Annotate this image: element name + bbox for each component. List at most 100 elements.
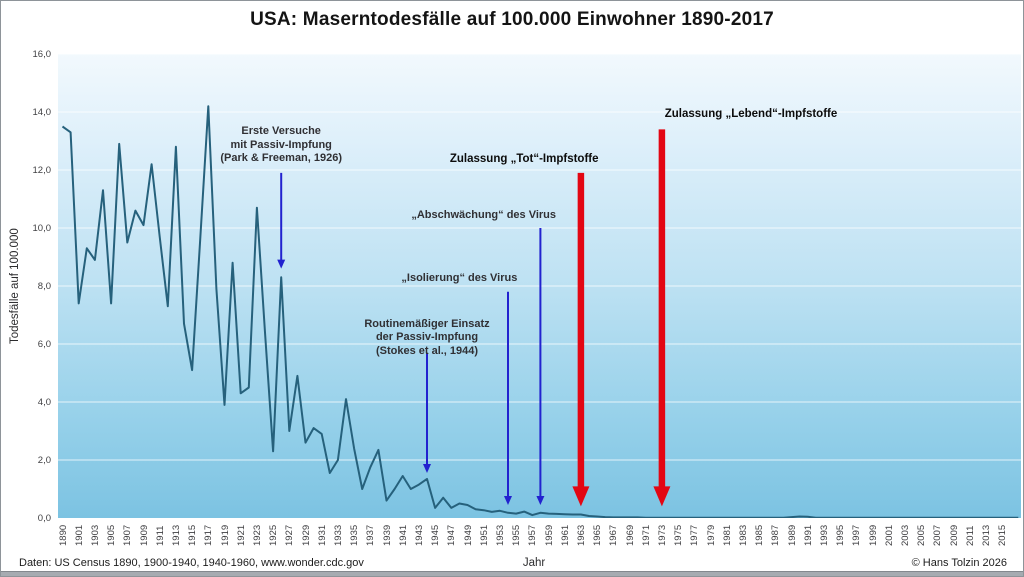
annotation-arrows: [277, 129, 671, 507]
x-tick-label: 1949: [462, 524, 474, 546]
x-tick-label: 1967: [608, 524, 620, 546]
arrow-passiv-impfung-1926: [277, 172, 286, 269]
x-tick-label: 1969: [624, 524, 636, 546]
annotation-abschwaechung-des-virus: „Abschwächung“ des Virus: [411, 209, 556, 223]
x-tick-label: 1915: [187, 524, 199, 546]
x-tick-label: 2015: [997, 524, 1009, 546]
y-tick-label: 12,0: [32, 165, 52, 176]
y-tick-label: 10,0: [32, 223, 52, 234]
copyright-note: © Hans Tolzin 2026: [911, 557, 1007, 569]
x-tick-label: 1961: [559, 524, 571, 546]
annotation-zulassung-lebend-impfstoffe: Zulassung „Lebend“-Impfstoffe: [665, 108, 838, 122]
window-bottom-edge: [1, 571, 1023, 576]
arrow-zulassung-lebend-impfstoffe: [653, 129, 671, 507]
y-tick-label: 14,0: [32, 107, 52, 118]
x-tick-label: 1911: [154, 525, 166, 546]
x-tick-label: 1999: [867, 524, 879, 546]
x-tick-label: 1913: [170, 524, 182, 546]
x-tick-label: 1985: [754, 524, 766, 546]
x-tick-label: 1923: [251, 524, 263, 546]
x-tick-label: 1939: [381, 524, 393, 546]
x-tick-label: 1965: [592, 524, 604, 546]
x-tick-label: 1945: [430, 524, 442, 546]
y-tick-label: 8,0: [37, 281, 51, 292]
measles-death-rate-line: [61, 105, 1019, 518]
x-tick-label: 1979: [705, 524, 717, 546]
x-tick-label: 1943: [413, 524, 425, 546]
x-tick-label: 2003: [899, 524, 911, 546]
x-tick-label: 1991: [802, 524, 814, 546]
chart-canvas: [58, 54, 1021, 518]
x-tick-label: 2011: [964, 525, 976, 546]
x-tick-label: 1909: [138, 524, 150, 546]
x-tick-label: 1959: [543, 524, 555, 546]
annotation-line: „Abschwächung“ des Virus: [411, 209, 557, 222]
x-tick-label: 1987: [770, 524, 782, 546]
x-tick-label: 2001: [883, 524, 895, 546]
annotation-line: (Park & Freeman, 1926): [220, 152, 343, 165]
y-tick-label: 4,0: [37, 397, 51, 408]
annotation-line: Routinemäßiger Einsatz: [364, 317, 490, 330]
x-tick-label: 1919: [219, 524, 231, 546]
arrow-zulassung-tot-impfstoffe: [572, 172, 590, 507]
plot-area: [58, 54, 1021, 518]
x-tick-label: 1983: [737, 524, 749, 546]
x-tick-label: 2007: [932, 524, 944, 546]
x-tick-label: 1973: [656, 524, 668, 546]
x-tick-label: 1901: [73, 524, 85, 546]
chart-title: USA: Maserntodesfälle auf 100.000 Einwoh…: [250, 9, 774, 30]
x-tick-label: 1993: [818, 524, 830, 546]
x-tick-label: 1941: [397, 524, 409, 546]
annotation-line: mit Passiv-Impfung: [230, 138, 332, 151]
y-tick-label: 16,0: [32, 49, 52, 60]
x-tick-label: 1935: [349, 524, 361, 546]
x-tick-label: 2013: [980, 524, 992, 546]
x-tick-label: 1917: [203, 524, 215, 546]
data-source-note: Daten: US Census 1890, 1900-1940, 1940-1…: [19, 557, 364, 569]
annotation-isolierung-des-virus: „Isolierung“ des Virus: [401, 272, 517, 286]
x-tick-label: 1957: [527, 524, 539, 546]
x-tick-label: 1927: [284, 524, 296, 546]
x-tick-label: 1933: [332, 524, 344, 546]
annotation-zulassung-tot-impfstoffe: Zulassung „Tot“-Impfstoffe: [450, 153, 599, 167]
x-tick-label: 1955: [511, 524, 523, 546]
x-axis-title: Jahr: [522, 557, 546, 569]
x-tick-label: 1925: [268, 524, 280, 546]
x-tick-label: 1937: [365, 524, 377, 546]
x-tick-label: 1997: [851, 524, 863, 546]
x-tick-label: 2009: [948, 524, 960, 546]
arrow-isolierung-des-virus: [504, 291, 512, 505]
x-tick-label: 1981: [721, 524, 733, 546]
y-tick-label: 6,0: [37, 339, 51, 350]
arrow-stokes-1944: [423, 352, 431, 474]
x-tick-label: 2005: [916, 524, 928, 546]
annotation-passiv-impfung-1926: Erste Versuche mit Passiv-Impfung (Park & …: [220, 125, 342, 166]
x-tick-label: 1907: [122, 524, 134, 546]
x-tick-label: 1903: [89, 524, 101, 546]
x-tick-label: 1953: [494, 524, 506, 546]
x-tick-label: 1975: [673, 524, 685, 546]
annotation-line: Zulassung „Lebend“-Impfstoffe: [664, 107, 838, 120]
x-tick-label: 1947: [446, 524, 458, 546]
x-tick-label: 1963: [575, 524, 587, 546]
annotation-line: der Passiv-Impfung: [375, 331, 479, 344]
annotation-line: „Isolierung“ des Virus: [401, 271, 518, 284]
annotation-line: Erste Versuche: [241, 125, 321, 138]
annotation-stokes-1944: Routinemäßiger Einsatz der Passiv-Impfung…: [364, 318, 489, 359]
x-tick-label: 1971: [640, 524, 652, 546]
x-tick-label: 1921: [235, 524, 247, 546]
x-tick-label: 1931: [316, 524, 328, 546]
arrow-abschwaechung-des-virus: [536, 228, 545, 505]
y-tick-label: 2,0: [37, 455, 51, 466]
x-tick-label: 1929: [300, 524, 312, 546]
x-tick-label: 1995: [835, 524, 847, 546]
y-tick-label: 0,0: [37, 513, 51, 524]
annotation-line: Zulassung „Tot“-Impfstoffe: [449, 152, 599, 165]
x-tick-label: 1977: [689, 524, 701, 546]
x-tick-label: 1905: [106, 524, 118, 546]
x-tick-label: 1951: [478, 524, 490, 546]
annotation-line: (Stokes et al., 1944): [375, 344, 479, 357]
x-tick-label: 1989: [786, 524, 798, 546]
x-tick-label: 1890: [57, 524, 69, 546]
